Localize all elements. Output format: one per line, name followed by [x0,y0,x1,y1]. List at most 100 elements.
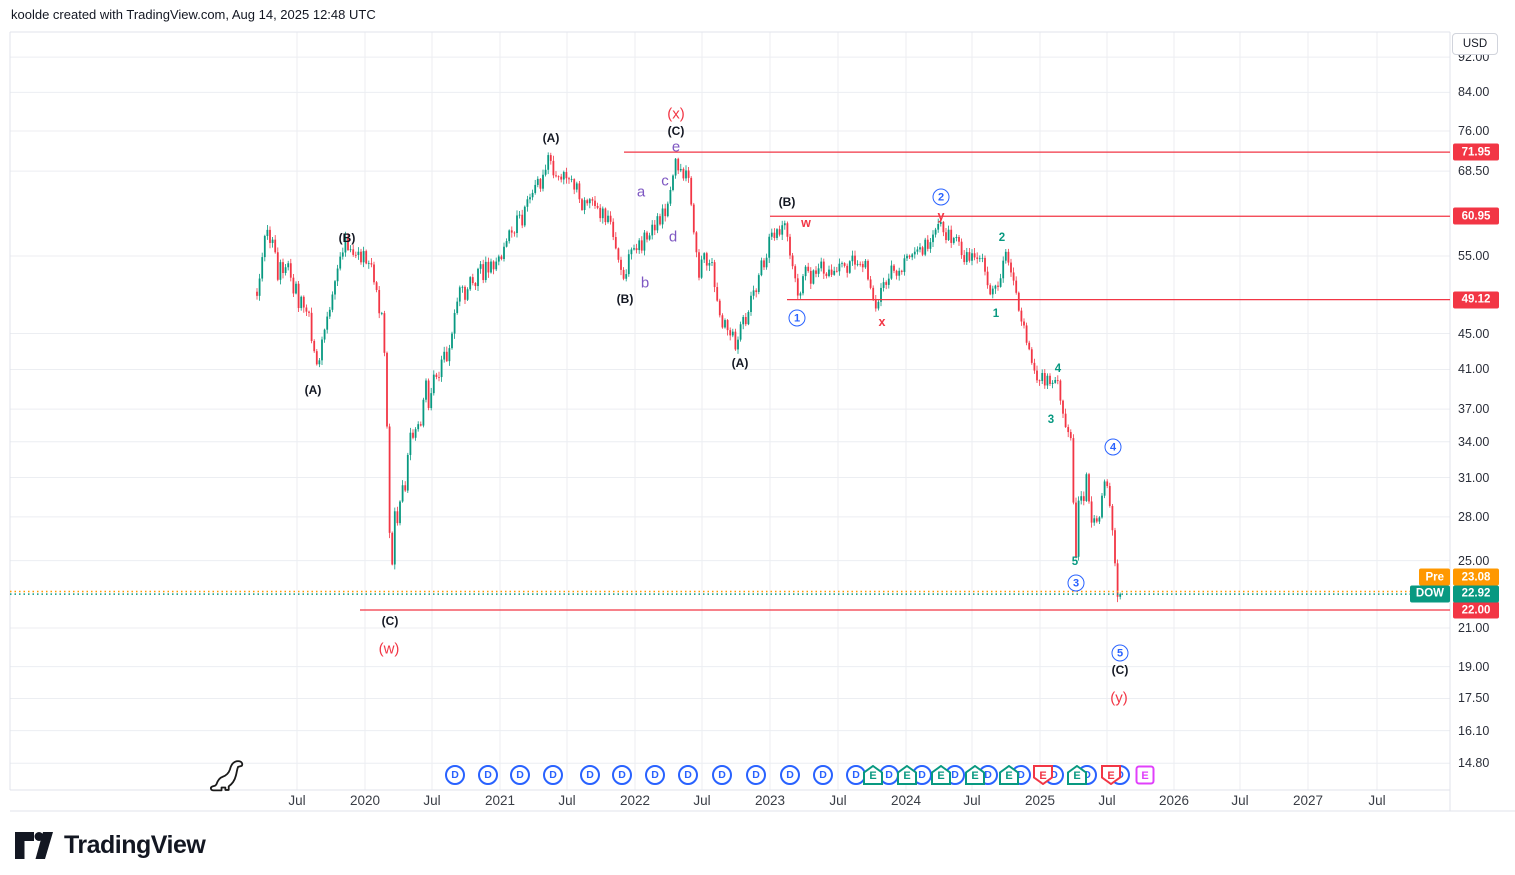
price-axis[interactable]: 92.00 84.00 76.00 68.50 55.00 45.00 41.00 37.00… [1409,32,1515,811]
wave-label-black: (C) [381,614,399,628]
price-tick-label: 21.00 [1458,620,1490,635]
chart-attribution-title: koolde created with TradingView.com, Aug… [11,7,376,22]
wave-label-redsm: x [878,315,886,329]
wave-label-redlg: (w) [378,640,400,658]
dividend-marker-icon[interactable]: D [543,765,563,785]
wave-label-redlg: (x) [667,105,685,123]
time-axis-label[interactable]: Jul [1098,793,1116,808]
earnings-marker-icon[interactable]: E [931,765,951,785]
time-axis-label[interactable]: Jul [829,793,847,808]
earnings-marker-icon[interactable]: E [965,765,985,785]
tradingview-logo[interactable]: TradingView [14,831,206,860]
tradingview-logo-mark [15,831,53,859]
wave-label-redlg: (y) [1110,689,1128,707]
price-badge-60.95: 60.95 [1453,207,1499,225]
dividend-marker-icon[interactable]: D [510,765,530,785]
dividend-marker-icon[interactable]: D [445,765,465,785]
svg-text:E: E [1073,770,1080,782]
dividend-marker-icon[interactable]: D [712,765,732,785]
wave-label-purple: b [640,274,650,292]
price-tick-label: 17.50 [1458,691,1490,706]
dividend-marker-icon[interactable]: D [612,765,632,785]
dividend-marker-icon[interactable]: D [580,765,600,785]
dividend-marker-icon[interactable]: D [478,765,498,785]
earnings-marker-icon[interactable]: E [1135,765,1155,785]
time-axis-label[interactable]: Jul [288,793,306,808]
wave-label-greensm: 2 [998,232,1006,244]
dividend-marker-icon[interactable]: D [813,765,833,785]
wave-label-greensm: 1 [992,308,1000,320]
price-tick-label: 28.00 [1458,509,1490,524]
price-tick-label: 37.00 [1458,402,1490,417]
wave-label-purple: e [671,138,681,156]
time-axis-label[interactable]: 2020 [349,793,381,808]
svg-text:E: E [1141,770,1148,782]
dividend-marker-icon[interactable]: D [780,765,800,785]
currency-toggle-button[interactable]: USD [1452,33,1498,55]
earnings-marker-icon[interactable]: E [1067,765,1087,785]
svg-text:E: E [971,770,978,782]
time-axis-label[interactable]: 2026 [1158,793,1190,808]
wave-label-circle: 1 [788,309,806,327]
dinosaur-drawing [210,760,244,792]
price-tick-label: 84.00 [1458,85,1490,100]
time-axis-label[interactable]: 2024 [890,793,922,808]
time-axis-label[interactable]: Jul [1368,793,1386,808]
wave-label-greensm: 3 [1047,414,1055,426]
price-badge-tag-Pre: Pre [1419,568,1450,586]
wave-label-black: (B) [778,195,796,209]
time-axis-label[interactable]: Jul [1231,793,1249,808]
svg-text:E: E [1005,770,1012,782]
price-badge-71.95: 71.95 [1453,143,1499,161]
wave-label-circle: 5 [1111,644,1129,662]
time-axis-label[interactable]: 2023 [754,793,786,808]
earnings-marker-icon[interactable]: E [897,765,917,785]
time-axis-label[interactable]: 2022 [619,793,651,808]
wave-label-greensm: 4 [1054,363,1062,375]
dividend-marker-icon[interactable]: D [846,765,866,785]
time-axis-label[interactable]: 2027 [1292,793,1324,808]
price-badge-22.92: 22.92 [1453,585,1499,602]
time-axis-label[interactable]: Jul [423,793,441,808]
price-tick-label: 55.00 [1458,248,1490,263]
price-tick-label: 31.00 [1458,470,1490,485]
price-tick-label: 14.80 [1458,756,1490,771]
time-axis-label[interactable]: Jul [558,793,576,808]
wave-label-black: (A) [731,356,749,370]
earnings-marker-icon[interactable]: E [999,765,1019,785]
time-axis-label[interactable]: 2021 [484,793,516,808]
price-tick-label: 41.00 [1458,362,1490,377]
earnings-marker-icon[interactable]: E [863,765,883,785]
time-axis-label[interactable]: 2025 [1024,793,1056,808]
wave-label-circle: 3 [1067,574,1085,592]
price-tick-label: 68.50 [1458,164,1490,179]
dividend-marker-icon[interactable]: D [645,765,665,785]
svg-text:E: E [1107,770,1114,782]
dividend-marker-icon[interactable]: D [678,765,698,785]
svg-text:E: E [903,770,910,782]
wave-label-black: (A) [542,131,560,145]
earnings-marker-icon[interactable]: E [1101,765,1121,785]
wave-label-circle: 2 [932,188,950,206]
wave-label-purple: a [636,183,646,201]
time-axis-label[interactable]: Jul [693,793,711,808]
price-tick-label: 76.00 [1458,124,1490,138]
earnings-marker-icon[interactable]: E [1033,765,1053,785]
price-tick-label: 25.00 [1458,553,1490,568]
time-axis-label[interactable]: Jul [963,793,981,808]
price-badge-tag-DOW: DOW [1409,585,1450,602]
wave-label-redsm: y [937,209,945,223]
candlestick-series [256,152,1122,603]
svg-text:E: E [1039,770,1046,782]
wave-label-circle: 4 [1104,438,1122,456]
wave-label-black: (C) [667,124,685,138]
wave-label-redsm: w [801,216,811,230]
wave-label-black: (C) [1111,663,1129,677]
dividend-marker-icon[interactable]: D [746,765,766,785]
wave-label-black: (A) [304,383,322,397]
wave-label-black: (B) [338,231,356,245]
